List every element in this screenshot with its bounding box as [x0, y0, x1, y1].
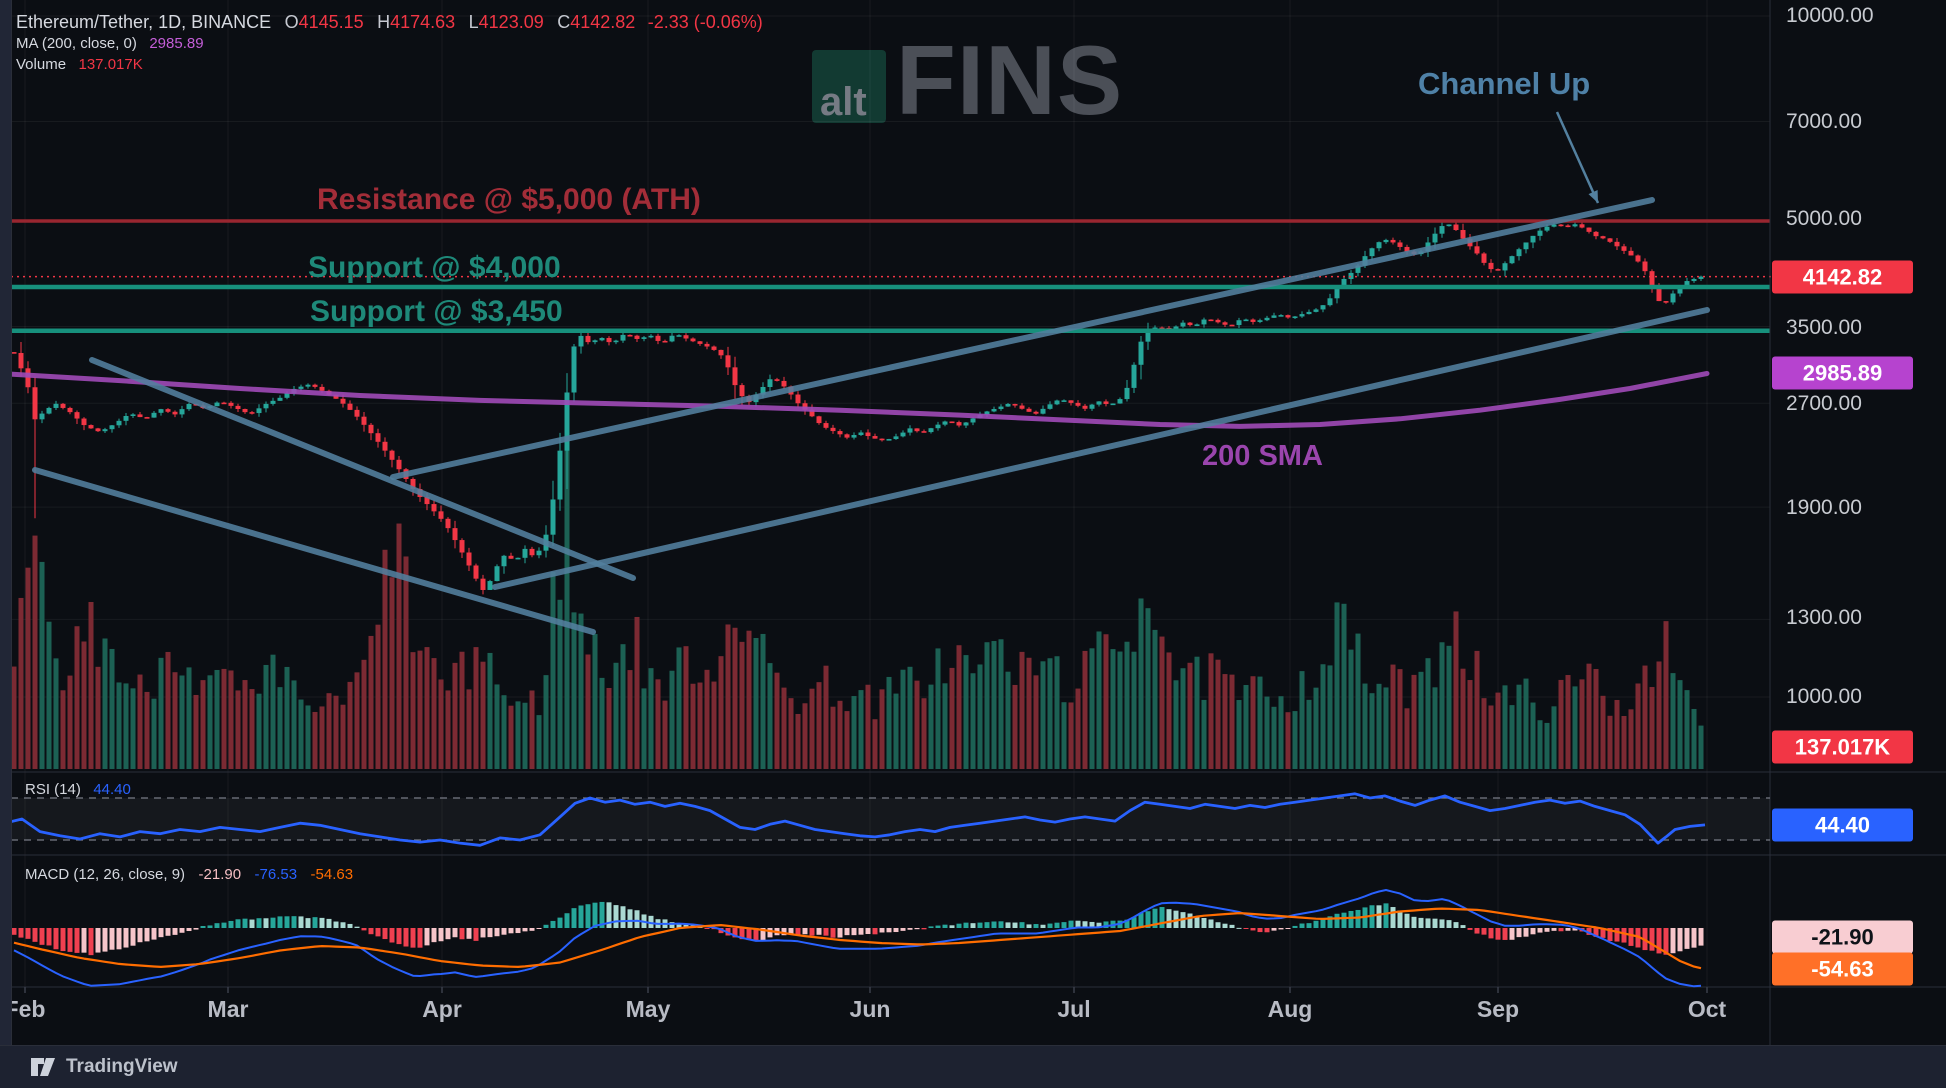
- price-badge: 137.017K: [1772, 730, 1913, 764]
- month-label: Jul: [1057, 996, 1091, 1022]
- price-axis[interactable]: 10000.00 7000.00 5000.00 3500.00 2700.00 1900…: [1770, 0, 1946, 1045]
- month-label: Aug: [1267, 996, 1313, 1022]
- macd-legend-row[interactable]: MACD (12, 26, close, 9) -21.90 -76.53 -5…: [25, 864, 353, 885]
- pane-separators: [11, 0, 1946, 1045]
- month-label: May: [625, 996, 671, 1022]
- macd-signal-value: -54.63: [310, 866, 354, 883]
- sma-200-annotation[interactable]: 200 SMA: [1202, 440, 1323, 472]
- support-3450-annotation[interactable]: Support @ $3,450: [310, 295, 563, 328]
- price-axis-label: 5000.00: [1786, 207, 1862, 230]
- price-axis-label: 1300.00: [1786, 606, 1862, 629]
- chart-canvas[interactable]: [0, 0, 1946, 1045]
- macd-line: [13, 889, 1702, 988]
- sma-200-line: [0, 371, 1710, 429]
- support-4000-annotation[interactable]: Support @ $4,000: [308, 251, 561, 284]
- ma-label: MA (200, close, 0): [16, 35, 137, 52]
- volume-bars: [11, 444, 1704, 769]
- high-value: 4174.63: [390, 12, 456, 32]
- month-label: Sep: [1476, 996, 1520, 1022]
- ma-legend-row[interactable]: MA (200, close, 0) 2985.89: [16, 33, 763, 54]
- price-axis-label: 10000.00: [1786, 4, 1874, 27]
- close-label: C: [557, 12, 571, 32]
- trend-lines: [32, 197, 1710, 635]
- low-value: 4123.09: [478, 12, 544, 32]
- price-axis-label: 1900.00: [1786, 496, 1862, 519]
- level-lines: [11, 219, 1772, 333]
- open-label: O: [284, 12, 299, 32]
- volume-legend-row[interactable]: Volume 137.017K: [16, 54, 763, 75]
- macd-pane: [11, 889, 1704, 988]
- macd-line-value: -76.53: [254, 866, 298, 883]
- low-label: L: [468, 12, 479, 32]
- price-badge: 44.40: [1772, 808, 1913, 842]
- ma-value: 2985.89: [149, 35, 204, 52]
- tradingview-brand-text: TradingView: [66, 1056, 178, 1077]
- left-gutter: [0, 0, 12, 1045]
- volume-label: Volume: [16, 56, 67, 73]
- month-label: Oct: [1687, 996, 1727, 1022]
- macd-signal-line: [13, 907, 1702, 970]
- footer-bar: TradingView: [0, 1045, 1946, 1088]
- price-badge: 4142.82: [1772, 260, 1913, 294]
- channel-up-arrow: [1555, 111, 1600, 204]
- rsi-label: RSI (14): [25, 781, 81, 798]
- price-badge: -54.63: [1772, 952, 1913, 986]
- price-badge: -21.90: [1772, 920, 1913, 954]
- rsi-legend-row[interactable]: RSI (14) 44.40: [25, 779, 131, 800]
- macd-hist-value: -21.90: [198, 866, 242, 883]
- rsi-value: 44.40: [93, 781, 131, 798]
- change-value: -2.33 (-0.06%): [647, 12, 763, 32]
- channel-up-annotation[interactable]: Channel Up: [1418, 66, 1591, 101]
- tradingview-logo-icon: [31, 1058, 55, 1076]
- price-axis-label: 3500.00: [1786, 316, 1862, 339]
- symbol-legend-row[interactable]: Ethereum/Tether, 1D, BINANCE O4145.15 H4…: [16, 12, 763, 33]
- resistance-annotation[interactable]: Resistance @ $5,000 (ATH): [317, 183, 701, 216]
- watermark-fins-text: FINS: [896, 25, 1124, 135]
- channel-up-lower: [492, 307, 1710, 590]
- rsi-pane: [0, 792, 1770, 847]
- month-label: Jun: [849, 996, 891, 1022]
- chart-legend: Ethereum/Tether, 1D, BINANCE O4145.15 H4…: [16, 12, 763, 75]
- macd-label: MACD (12, 26, close, 9): [25, 866, 186, 883]
- symbol-title: Ethereum/Tether, 1D, BINANCE: [16, 12, 272, 32]
- price-axis-label: 7000.00: [1786, 110, 1862, 133]
- tradingview-attribution-link[interactable]: TradingView: [30, 1056, 178, 1078]
- altfins-alt-logo-icon: alt: [812, 50, 886, 124]
- open-value: 4145.15: [298, 12, 364, 32]
- price-badge: 2985.89: [1772, 356, 1913, 390]
- volume-value: 137.017K: [78, 56, 143, 73]
- month-label: Mar: [207, 996, 249, 1022]
- month-label: Apr: [422, 996, 462, 1022]
- close-value: 4142.82: [570, 12, 636, 32]
- price-axis-label: 1000.00: [1786, 685, 1862, 708]
- time-axis[interactable]: Feb Mar Apr May Jun Jul Aug Sep Oct: [0, 987, 1946, 1045]
- watermark-alt-text: alt: [820, 80, 867, 124]
- downtrend-upper: [89, 357, 636, 581]
- price-axis-label: 2700.00: [1786, 392, 1862, 415]
- high-label: H: [377, 12, 391, 32]
- downtrend-lower: [32, 467, 596, 635]
- channel-up-upper: [390, 197, 1655, 480]
